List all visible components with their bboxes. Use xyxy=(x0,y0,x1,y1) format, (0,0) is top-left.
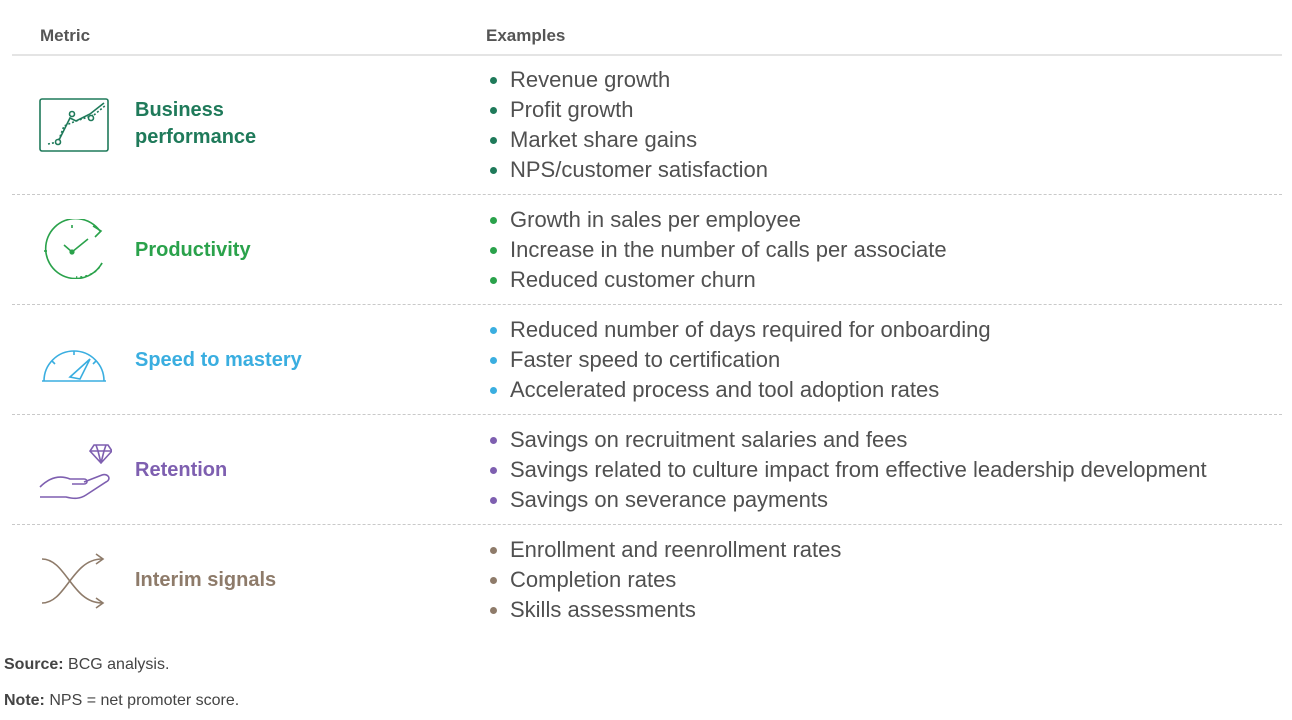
list-item: Savings on severance payments xyxy=(488,485,1207,515)
source-label: Source: xyxy=(4,656,64,673)
header-metric: Metric xyxy=(40,26,91,45)
row-divider xyxy=(12,524,1282,525)
examples-list: Savings on recruitment salaries and fees… xyxy=(488,425,1207,515)
footnote: Note: NPS = net promoter score. xyxy=(4,692,239,710)
metric-label: Productivity xyxy=(135,239,251,261)
list-item: Revenue growth xyxy=(488,65,768,95)
examples-list: Reduced number of days required for onbo… xyxy=(488,315,991,405)
metric-label: Speed to mastery xyxy=(135,349,302,371)
metric-row-speed-to-mastery: Speed to mastery Reduced number of days … xyxy=(12,305,1282,415)
note-label: Note: xyxy=(4,692,45,709)
source-text: BCG analysis. xyxy=(68,656,170,673)
metric-row-business-performance: Business performance Revenue growth Prof… xyxy=(12,56,1282,195)
metric-label: Business performance xyxy=(135,99,257,148)
metric-row-retention: Retention Savings on recruitment salarie… xyxy=(12,415,1282,525)
metric-label: Interim signals xyxy=(135,569,277,591)
metric-label: Retention xyxy=(135,459,228,481)
row-divider xyxy=(12,304,1282,305)
header-examples: Examples xyxy=(486,26,566,45)
examples-list: Growth in sales per employee Increase in… xyxy=(488,205,947,295)
list-item: Skills assessments xyxy=(488,595,841,625)
examples-list: Revenue growth Profit growth Market shar… xyxy=(488,65,768,185)
line-chart-icon xyxy=(36,96,112,156)
speedometer-icon xyxy=(36,331,112,391)
note-text: NPS = net promoter score. xyxy=(49,692,240,709)
list-item: Reduced customer churn xyxy=(488,265,947,295)
list-item: Growth in sales per employee xyxy=(488,205,947,235)
clock-icon xyxy=(36,219,112,279)
list-item: Savings on recruitment salaries and fees xyxy=(488,425,1207,455)
list-item: Faster speed to certification xyxy=(488,345,991,375)
list-item: Enrollment and reenrollment rates xyxy=(488,535,841,565)
metric-row-interim-signals: Interim signals Enrollment and reenrollm… xyxy=(12,525,1282,635)
list-item: Completion rates xyxy=(488,565,841,595)
row-divider xyxy=(12,414,1282,415)
examples-list: Enrollment and reenrollment rates Comple… xyxy=(488,535,841,625)
source-note: Source: BCG analysis. xyxy=(4,656,169,674)
list-item: Increase in the number of calls per asso… xyxy=(488,235,947,265)
header-divider xyxy=(12,54,1282,56)
list-item: Savings related to culture impact from e… xyxy=(488,455,1207,485)
crossing-arrows-icon xyxy=(36,551,112,611)
row-divider xyxy=(12,194,1282,195)
list-item: Market share gains xyxy=(488,125,768,155)
list-item: Accelerated process and tool adoption ra… xyxy=(488,375,991,405)
metric-row-productivity: Productivity Growth in sales per employe… xyxy=(12,195,1282,305)
list-item: Reduced number of days required for onbo… xyxy=(488,315,991,345)
list-item: NPS/customer satisfaction xyxy=(488,155,768,185)
list-item: Profit growth xyxy=(488,95,768,125)
hand-diamond-icon xyxy=(36,441,112,501)
